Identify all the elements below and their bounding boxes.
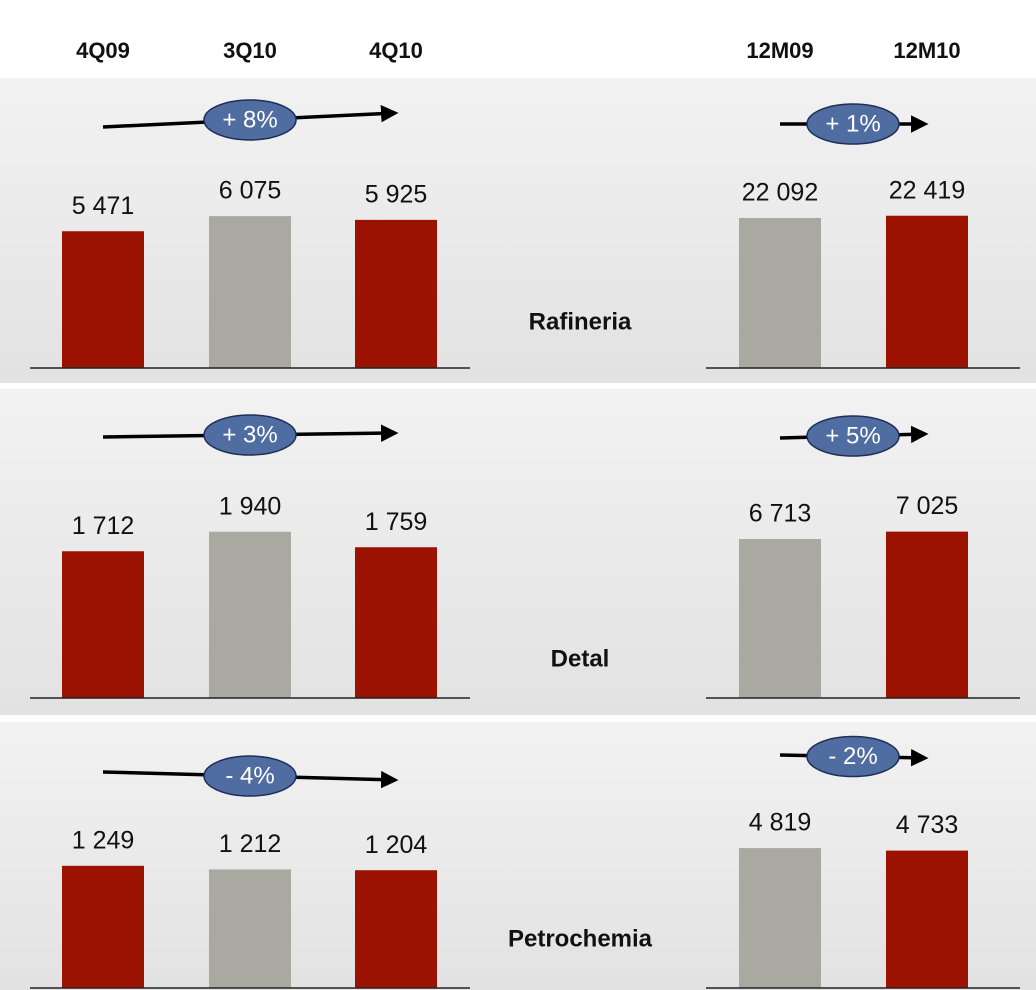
bar bbox=[886, 215, 968, 368]
change-label: - 4% bbox=[225, 762, 274, 789]
value-label: 1 712 bbox=[72, 512, 135, 540]
bar bbox=[62, 551, 144, 698]
change-label: + 1% bbox=[825, 110, 880, 137]
change-badge bbox=[203, 414, 297, 456]
value-label: 22 419 bbox=[889, 176, 965, 204]
bar bbox=[739, 217, 821, 368]
value-label: 1 759 bbox=[365, 508, 428, 536]
value-label: 5 925 bbox=[365, 180, 428, 208]
bar bbox=[355, 219, 437, 368]
change-badge bbox=[203, 99, 297, 141]
bar bbox=[209, 216, 291, 368]
category-label: 12M09 bbox=[746, 38, 813, 63]
value-label: 22 092 bbox=[742, 179, 818, 207]
category-label: 4Q09 bbox=[76, 38, 130, 63]
bar bbox=[886, 850, 968, 988]
value-label: 4 819 bbox=[749, 809, 812, 837]
value-label: 6 075 bbox=[219, 177, 282, 205]
value-label: 1 249 bbox=[72, 826, 135, 854]
segment-label: Petrochemia bbox=[508, 925, 653, 952]
bar bbox=[739, 539, 821, 698]
change-badge bbox=[806, 103, 900, 145]
value-label: 7 025 bbox=[896, 492, 959, 520]
bar bbox=[209, 869, 291, 988]
bar bbox=[62, 865, 144, 988]
value-label: 5 471 bbox=[72, 192, 135, 220]
bar bbox=[355, 870, 437, 988]
bar bbox=[739, 848, 821, 988]
value-label: 1 940 bbox=[219, 492, 282, 520]
bar bbox=[886, 531, 968, 698]
change-label: + 8% bbox=[222, 106, 277, 133]
value-label: 4 733 bbox=[896, 811, 959, 839]
bar bbox=[355, 547, 437, 698]
segment-label: Detal bbox=[551, 645, 610, 672]
category-label: 4Q10 bbox=[369, 38, 423, 63]
bar bbox=[62, 231, 144, 368]
bar bbox=[209, 531, 291, 698]
value-label: 1 212 bbox=[219, 830, 282, 858]
change-badge bbox=[806, 415, 900, 457]
change-label: + 5% bbox=[825, 422, 880, 449]
change-label: - 2% bbox=[828, 743, 877, 770]
change-label: + 3% bbox=[222, 421, 277, 448]
change-badge bbox=[806, 735, 900, 778]
change-badge bbox=[203, 755, 297, 797]
value-label: 1 204 bbox=[365, 831, 428, 859]
category-label: 3Q10 bbox=[223, 38, 277, 63]
category-label: 12M10 bbox=[893, 38, 960, 63]
value-label: 6 713 bbox=[749, 500, 812, 528]
segment-label: Rafineria bbox=[529, 308, 632, 335]
